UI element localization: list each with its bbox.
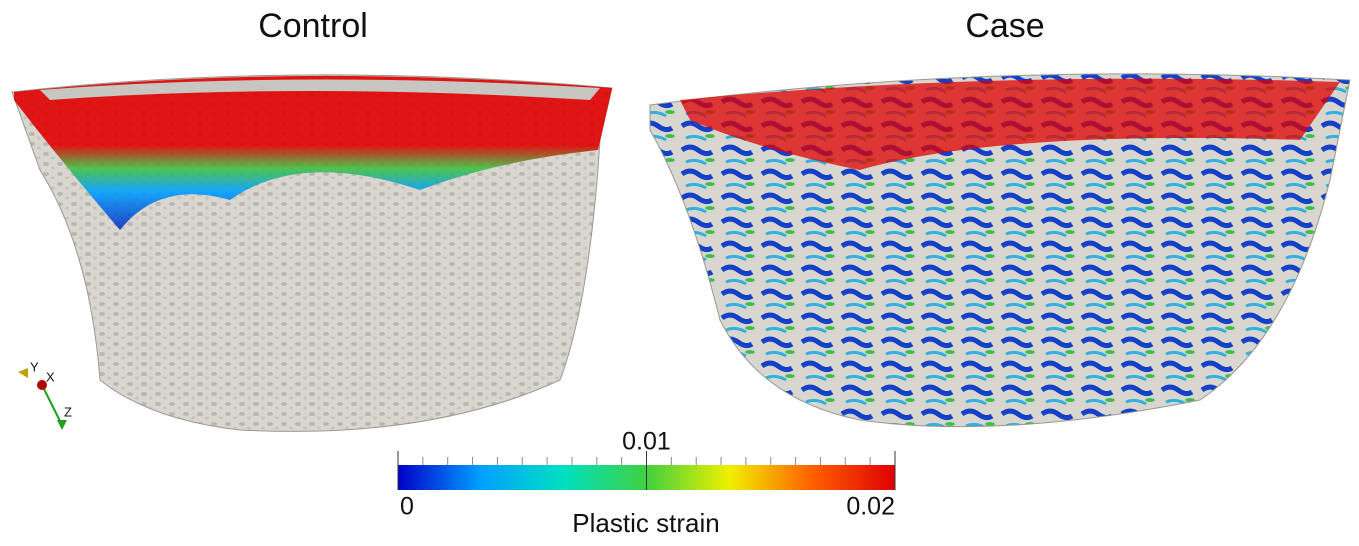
tick-label: 0.02 bbox=[846, 493, 895, 521]
panel-title: Case bbox=[965, 7, 1044, 45]
axis-label: X bbox=[46, 369, 55, 384]
control-render bbox=[12, 75, 612, 431]
tick-label: 0.01 bbox=[622, 428, 671, 456]
case-render bbox=[650, 74, 1350, 427]
panel-title: Control bbox=[258, 7, 368, 45]
tick-label: 0 bbox=[400, 493, 414, 521]
colorbar-label: Plastic strain bbox=[572, 508, 719, 538]
page: Y X Z Control Case Plastic strain 0 0.01 0… bbox=[0, 0, 1359, 546]
figure: Y X Z Control Case Plastic strain 0 0.01 0… bbox=[0, 0, 1359, 546]
axis-label: Y bbox=[30, 359, 39, 374]
axis-label: Z bbox=[64, 404, 72, 419]
axes-triad bbox=[18, 368, 67, 430]
